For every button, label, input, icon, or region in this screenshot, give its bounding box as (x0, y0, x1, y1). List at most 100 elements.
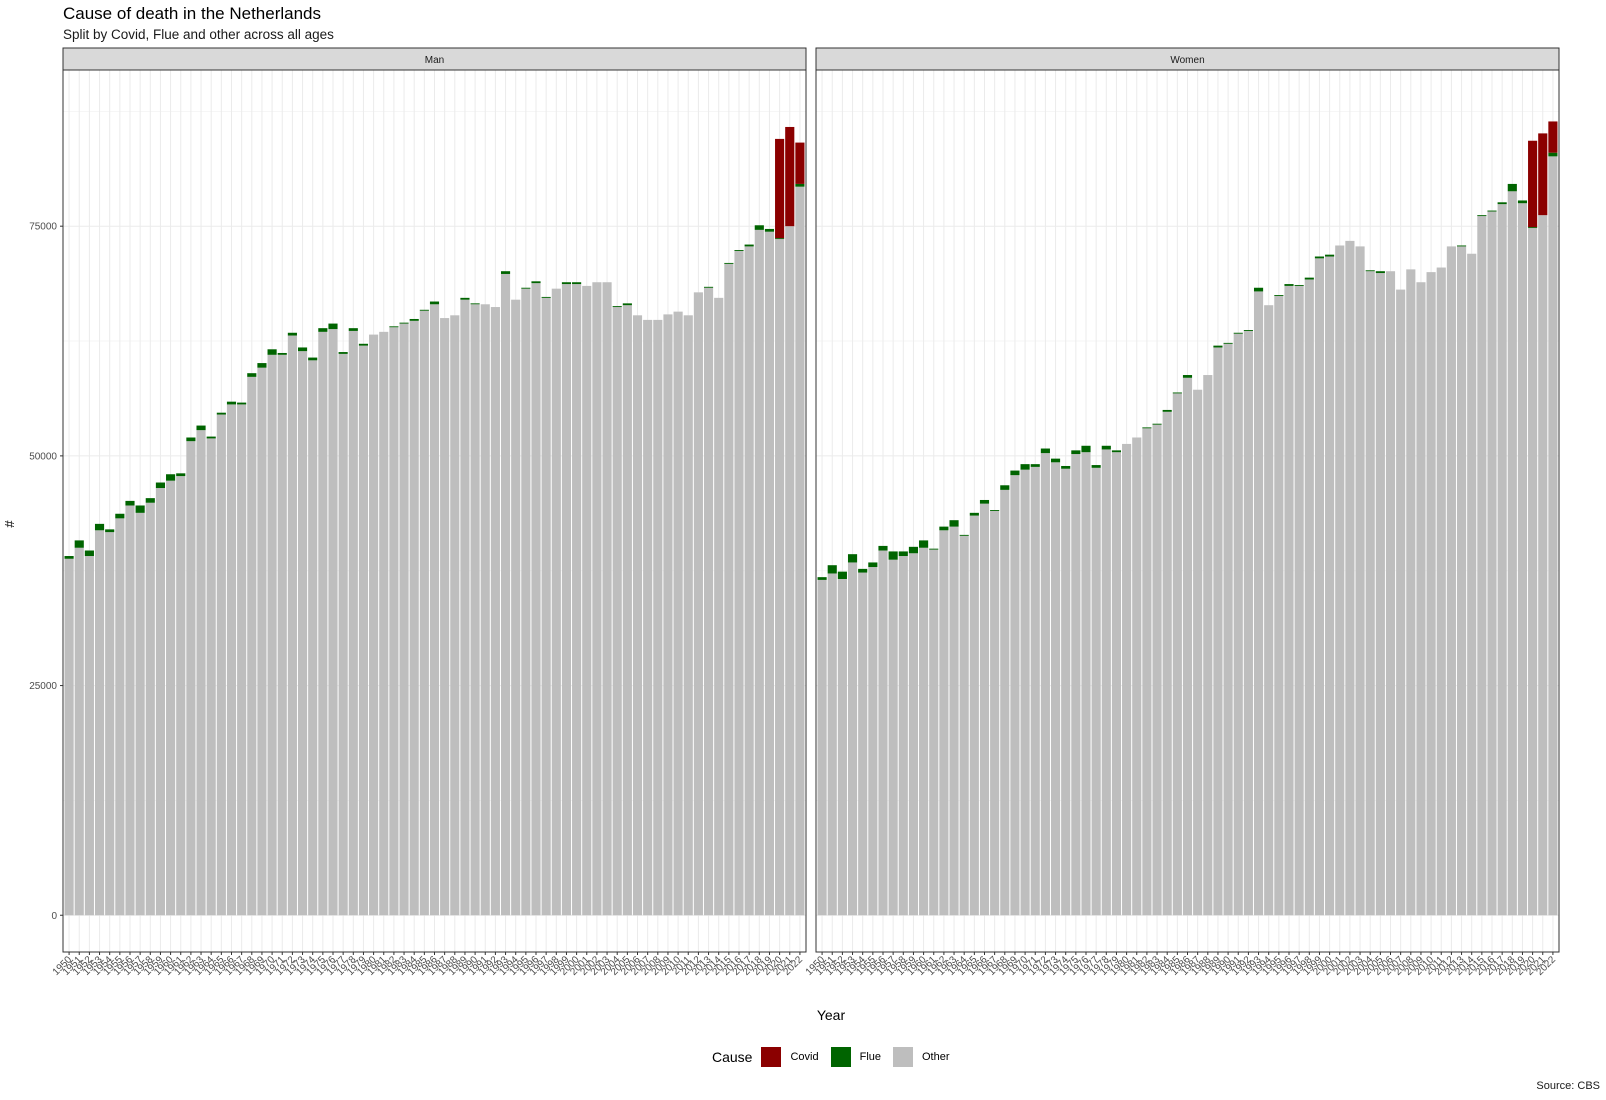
y-tick-label: 50000 (29, 451, 57, 462)
bar-women-flue-1973 (1050, 458, 1061, 463)
bar-women-flue-1971 (1030, 464, 1040, 467)
bar-man-other-2008 (653, 319, 663, 916)
bar-man-other-1999 (561, 284, 572, 916)
bar-women-other-1968 (1000, 489, 1010, 916)
bar-women-other-1972 (1040, 453, 1050, 916)
bar-women-flue-1950 (817, 577, 827, 580)
bar-women-flue-1978 (1101, 445, 1111, 450)
bar-man-other-2003 (602, 282, 612, 916)
bar-women-other-1986 (1182, 377, 1193, 916)
bar-women-other-1974 (1061, 468, 1071, 916)
bar-man-other-1968 (247, 376, 257, 916)
bar-women-other-1985 (1172, 393, 1182, 916)
bar-women-other-1991 (1233, 333, 1243, 916)
bar-man-other-1969 (257, 367, 267, 916)
bar-man-other-2009 (663, 314, 673, 916)
chart-caption: Source: CBS (1536, 1080, 1600, 1092)
bar-women-other-1961 (929, 549, 939, 916)
bar-women-other-2016 (1487, 211, 1497, 916)
bar-man-other-2000 (572, 284, 582, 916)
bar-women-flue-1969 (1010, 470, 1020, 476)
bar-women-other-1962 (939, 530, 949, 916)
bar-man-other-1980 (369, 334, 379, 916)
bar-man-other-2016 (734, 250, 744, 916)
bar-women-other-1971 (1030, 466, 1040, 916)
bar-women-other-1989 (1213, 347, 1223, 916)
bar-women-flue-1958 (898, 551, 908, 557)
bar-women-flue-2015 (1477, 215, 1487, 217)
bar-man-flue-1957 (135, 505, 145, 513)
bar-man-flue-1979 (358, 343, 369, 346)
bar-women-covid-2021 (1538, 133, 1548, 216)
bar-women-other-2005 (1375, 273, 1385, 916)
bar-women-flue-1979 (1111, 450, 1122, 453)
bar-women-flue-1968 (1000, 485, 1010, 490)
bar-women-other-1957 (888, 559, 898, 916)
bar-women-other-1969 (1010, 475, 1020, 916)
bar-women-flue-1975 (1071, 450, 1081, 455)
bar-man-other-1981 (379, 331, 389, 916)
bar-women-other-2002 (1345, 240, 1355, 916)
bar-man-other-1954 (105, 532, 115, 916)
bar-women-other-2020 (1528, 228, 1538, 916)
bar-women-other-1975 (1071, 454, 1081, 916)
bar-women-other-2022 (1548, 156, 1558, 916)
bar-man-flue-1974 (308, 357, 318, 361)
bar-man-flue-1960 (166, 474, 176, 481)
bar-women-flue-2018 (1507, 183, 1517, 192)
bar-women-flue-2005 (1375, 271, 1385, 274)
bar-women-flue-1952 (837, 571, 847, 579)
bar-man-covid-2022 (795, 142, 805, 184)
bar-man-flue-2000 (572, 282, 582, 285)
bar-women-other-2004 (1365, 271, 1375, 916)
bar-man-flue-1995 (521, 287, 531, 289)
bar-man-flue-1993 (500, 271, 511, 274)
legend-item-other: Other (893, 1047, 950, 1067)
bar-women-other-1950 (817, 579, 827, 916)
bar-women-other-1954 (858, 572, 868, 916)
bar-women-flue-1962 (939, 526, 949, 531)
bar-man-other-2021 (785, 226, 795, 916)
bar-man-flue-1997 (541, 296, 551, 298)
bar-man-flue-1958 (145, 498, 155, 503)
bar-women-other-1999 (1314, 258, 1325, 916)
bar-women-other-2014 (1467, 253, 1477, 916)
bar-women-other-1990 (1223, 343, 1233, 916)
bar-man-other-1953 (94, 530, 105, 916)
bar-man-other-1958 (145, 502, 155, 916)
bar-man-other-1973 (297, 351, 308, 916)
bar-man-other-1996 (531, 283, 541, 916)
bar-women-other-1993 (1253, 291, 1264, 916)
bar-man-flue-1959 (155, 482, 166, 489)
bar-man-flue-1975 (318, 328, 328, 332)
bar-man-flue-1965 (216, 412, 226, 415)
legend-label-other: Other (922, 1051, 950, 1063)
bar-man-other-1970 (267, 354, 277, 916)
bar-women-other-2006 (1385, 271, 1396, 916)
panel-man: Man0250005000075000195019511952195319541… (29, 47, 807, 978)
bar-man-flue-1983 (399, 322, 409, 324)
bar-women-other-2003 (1355, 246, 1365, 916)
y-axis-label: # (2, 520, 17, 528)
bar-women-flue-1990 (1223, 342, 1233, 344)
bar-man-other-1967 (237, 404, 247, 916)
bar-women-other-1959 (908, 553, 919, 916)
bar-women-other-1952 (837, 578, 847, 916)
bar-women-other-1988 (1203, 375, 1213, 916)
bar-women-other-1977 (1091, 467, 1101, 916)
bar-women-other-1958 (898, 556, 908, 916)
bar-women-flue-1986 (1182, 375, 1193, 378)
bar-man-flue-1966 (226, 401, 237, 405)
bar-man-flue-1972 (287, 332, 297, 336)
bar-man-flue-1953 (94, 523, 105, 531)
bar-women-other-2011 (1436, 267, 1446, 916)
bar-man-flue-1961 (176, 473, 186, 477)
bar-women-flue-1961 (929, 548, 939, 550)
bar-women-flue-1976 (1081, 445, 1091, 453)
bar-women-flue-1970 (1020, 464, 1030, 470)
bar-women-flue-1983 (1152, 423, 1162, 425)
bar-man-flue-1989 (460, 297, 470, 300)
bar-women-flue-1963 (949, 520, 959, 527)
bar-man-other-1951 (74, 547, 84, 916)
